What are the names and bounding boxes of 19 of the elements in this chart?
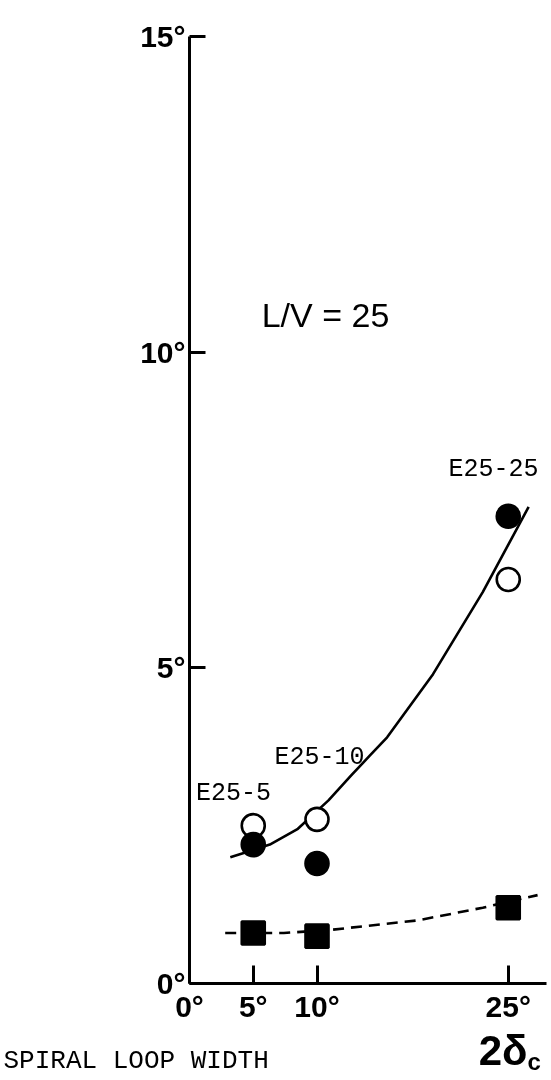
point bbox=[495, 503, 522, 530]
annotation: E25-25 bbox=[448, 455, 539, 484]
x-axis-title: SPIRAL LOOP WIDTH bbox=[3, 1045, 269, 1076]
x-tick-label: 25° bbox=[485, 989, 531, 1023]
point bbox=[304, 923, 330, 949]
point bbox=[304, 806, 330, 833]
y-tick-label: 5° bbox=[156, 651, 186, 685]
point bbox=[240, 831, 267, 858]
annotation: E25-10 bbox=[274, 743, 365, 772]
y-tick-label: 10° bbox=[140, 335, 186, 369]
annotation: E25-5 bbox=[195, 779, 272, 808]
y-tick-label: 15° bbox=[140, 20, 186, 53]
point bbox=[495, 894, 522, 921]
point bbox=[495, 566, 522, 593]
annotation: L/V = 25 bbox=[261, 295, 390, 334]
x-tick-label: 10° bbox=[294, 989, 340, 1023]
point bbox=[240, 920, 267, 946]
point bbox=[304, 850, 330, 877]
x-tick-label: 5° bbox=[238, 989, 268, 1023]
